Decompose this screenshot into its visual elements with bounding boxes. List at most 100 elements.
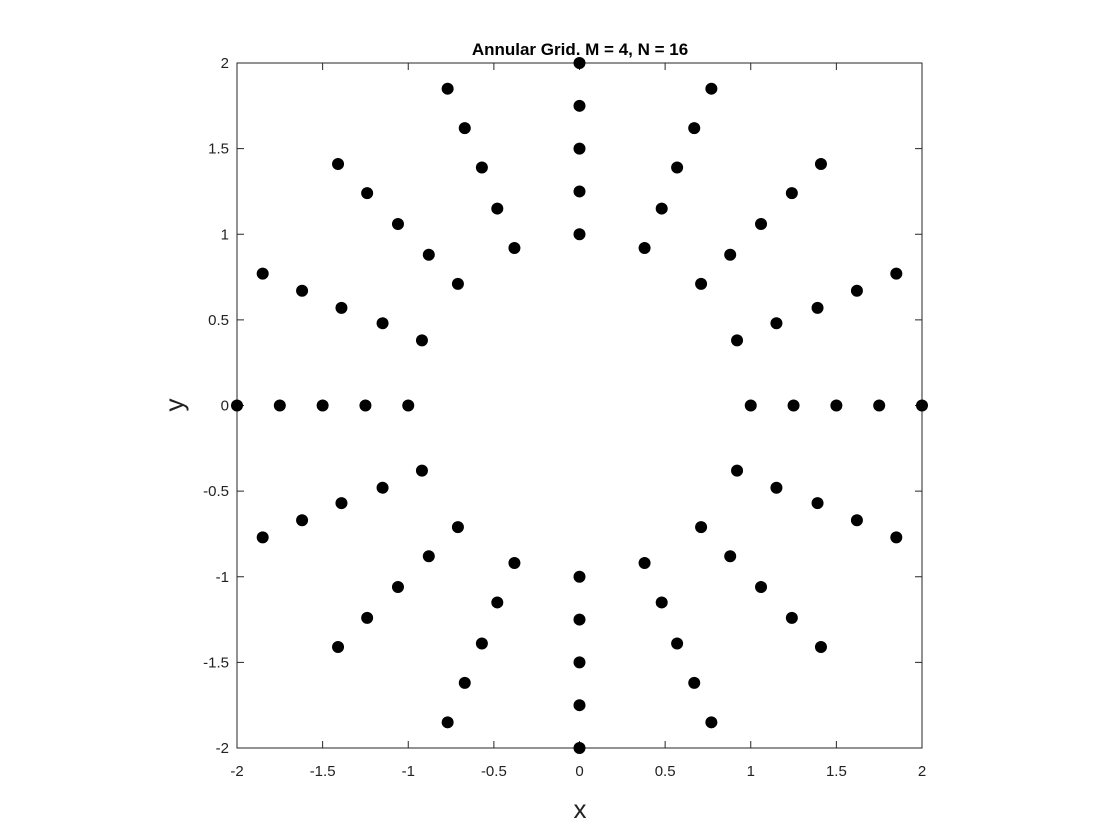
data-point [296, 284, 309, 297]
data-point [316, 399, 329, 412]
ticks: -2 -1.5 -1 -0.5 0 0.5 1 1.5 2 2 1.5 1 0.5 0 -0.5 -1 -1.5… [203, 55, 926, 780]
data-point [256, 531, 269, 544]
data-point [671, 161, 684, 174]
data-point [332, 158, 345, 171]
data-point [573, 99, 586, 112]
data-point [475, 637, 488, 650]
data-point [744, 399, 757, 412]
x-tick-label: 1.5 [826, 763, 847, 780]
data-point [573, 570, 586, 583]
y-tick-label: -2 [216, 740, 229, 757]
y-tick-label: 0.5 [208, 312, 229, 329]
data-point [273, 399, 286, 412]
data-point [688, 676, 701, 689]
data-point [724, 550, 737, 563]
x-tick-label: 1 [747, 763, 755, 780]
y-tick-label: 1.5 [208, 141, 229, 158]
data-point [508, 557, 521, 570]
x-tick-label: -1 [402, 763, 415, 780]
data-point [890, 267, 903, 280]
data-point [573, 185, 586, 198]
data-point [231, 399, 243, 412]
data-point [332, 640, 345, 653]
data-point [731, 464, 744, 477]
y-tick-label: -1 [216, 569, 229, 586]
data-point [695, 521, 708, 534]
data-point [573, 228, 586, 241]
data-point [688, 122, 701, 135]
x-tick-label: 2 [918, 763, 926, 780]
y-tick-label: 1 [221, 226, 229, 243]
data-point [814, 640, 827, 653]
data-point [361, 187, 374, 200]
data-point [335, 497, 348, 510]
x-tick-label: 0 [575, 763, 583, 780]
data-point [638, 557, 651, 570]
data-point [705, 716, 718, 729]
data-point [451, 277, 464, 290]
data-point [573, 142, 586, 155]
data-point [724, 248, 737, 261]
data-point [415, 334, 428, 347]
data-point [811, 497, 824, 510]
data-point [451, 521, 464, 534]
data-point [916, 399, 928, 412]
data-point [770, 481, 783, 494]
data-point [850, 514, 863, 527]
y-tick-label: -1.5 [203, 654, 229, 671]
data-point [785, 611, 798, 624]
data-point [422, 248, 435, 261]
data-point [475, 161, 488, 174]
data-point [508, 241, 521, 254]
data-point [458, 676, 471, 689]
data-point [755, 581, 768, 594]
data-point [573, 613, 586, 626]
data-point [458, 122, 471, 135]
data-point [785, 187, 798, 200]
data-point [391, 581, 404, 594]
data-point [731, 334, 744, 347]
data-point [491, 596, 504, 609]
data-point [770, 317, 783, 330]
data-point [705, 82, 718, 95]
data-point [811, 301, 824, 314]
chart-title: Annular Grid. M = 4, N = 16 [472, 40, 688, 59]
data-point [573, 656, 586, 669]
data-point [655, 202, 668, 215]
y-tick-label: 0 [221, 398, 229, 415]
data-point [850, 284, 863, 297]
data-point [814, 158, 827, 171]
data-point [655, 596, 668, 609]
data-point [638, 241, 651, 254]
data-point [359, 399, 372, 412]
data-point [441, 716, 454, 729]
data-point [376, 481, 389, 494]
x-tick-label: -0.5 [481, 763, 507, 780]
data-point [296, 514, 309, 527]
data-point [671, 637, 684, 650]
data-point [755, 217, 768, 230]
data-point [573, 699, 586, 712]
data-point [335, 301, 348, 314]
data-point [491, 202, 504, 215]
data-point [441, 82, 454, 95]
data-point [256, 267, 269, 280]
data-point [890, 531, 903, 544]
x-tick-label: -1.5 [310, 763, 336, 780]
data-point [361, 611, 374, 624]
y-tick-label: 2 [221, 55, 229, 72]
y-axis-label: y [159, 399, 189, 412]
data-point [873, 399, 886, 412]
data-point [422, 550, 435, 563]
x-axis-label: x [574, 794, 587, 824]
data-point [573, 57, 586, 69]
data-point [376, 317, 389, 330]
y-tick-label: -0.5 [203, 483, 229, 500]
scatter-points [231, 57, 928, 754]
data-point [830, 399, 843, 412]
x-tick-label: -2 [230, 763, 243, 780]
data-point [391, 217, 404, 230]
x-tick-label: 0.5 [655, 763, 676, 780]
data-point [573, 742, 586, 754]
